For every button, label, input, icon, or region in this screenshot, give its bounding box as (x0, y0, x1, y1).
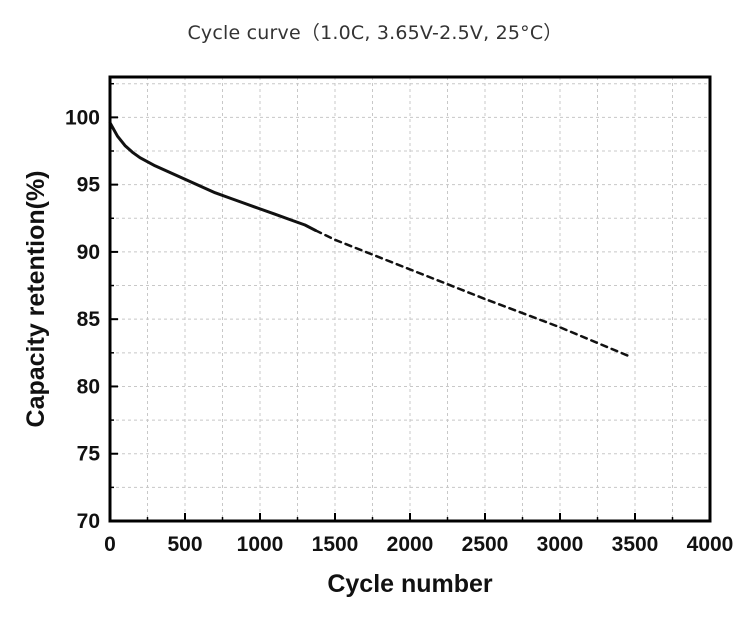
x-tick-label: 3000 (537, 533, 584, 556)
y-tick-labels: 70 75 80 85 90 95 100 (65, 106, 100, 533)
y-tick-label: 90 (77, 241, 100, 264)
y-tick-label: 100 (65, 106, 100, 129)
data-point (199, 185, 201, 187)
data-point (559, 326, 561, 329)
data-point (244, 202, 246, 205)
data-point (131, 151, 134, 154)
x-tick-label: 4000 (687, 533, 734, 556)
data-point (314, 229, 317, 232)
x-tick-label: 500 (167, 533, 202, 556)
y-tick-label: 80 (77, 375, 100, 398)
data-point (112, 127, 114, 129)
x-tick-label: 2500 (462, 533, 509, 556)
series-layer (108, 121, 629, 357)
data-point (229, 197, 231, 199)
y-tick-label: 75 (77, 443, 101, 466)
data-point (289, 218, 291, 221)
x-tick-label: 0 (104, 533, 116, 556)
y-tick-label: 70 (77, 510, 100, 533)
x-tick-label: 2000 (387, 533, 434, 556)
x-tick-label: 1500 (312, 533, 359, 556)
data-point (409, 268, 411, 271)
data-point (334, 239, 336, 241)
data-point (169, 171, 171, 174)
data-point (304, 224, 306, 226)
projected-capacity-line (314, 229, 629, 357)
data-point (259, 208, 261, 210)
chart-title: Cycle curve（1.0C, 3.65V-2.5V, 25°C） (187, 22, 563, 44)
data-point (626, 354, 629, 357)
data-point (214, 191, 216, 194)
x-axis-label: Cycle number (327, 570, 493, 598)
x-tick-label: 3500 (612, 533, 659, 556)
data-point (116, 135, 119, 137)
y-tick-label: 95 (77, 174, 101, 197)
y-axis-label: Capacity retention(%) (22, 171, 50, 428)
measured-capacity-line (108, 121, 317, 232)
x-tick-label: 1000 (237, 533, 284, 556)
y-tick-label: 85 (77, 308, 101, 331)
data-point (124, 144, 126, 147)
grid-lines (110, 77, 710, 521)
plot-frame (108, 75, 712, 523)
data-point (484, 298, 486, 300)
x-tick-labels: 0 500 1000 1500 2000 2500 3000 3500 4000 (104, 533, 733, 556)
data-point (184, 178, 186, 181)
data-point (139, 156, 141, 159)
data-point (274, 213, 276, 215)
data-point (154, 165, 156, 167)
